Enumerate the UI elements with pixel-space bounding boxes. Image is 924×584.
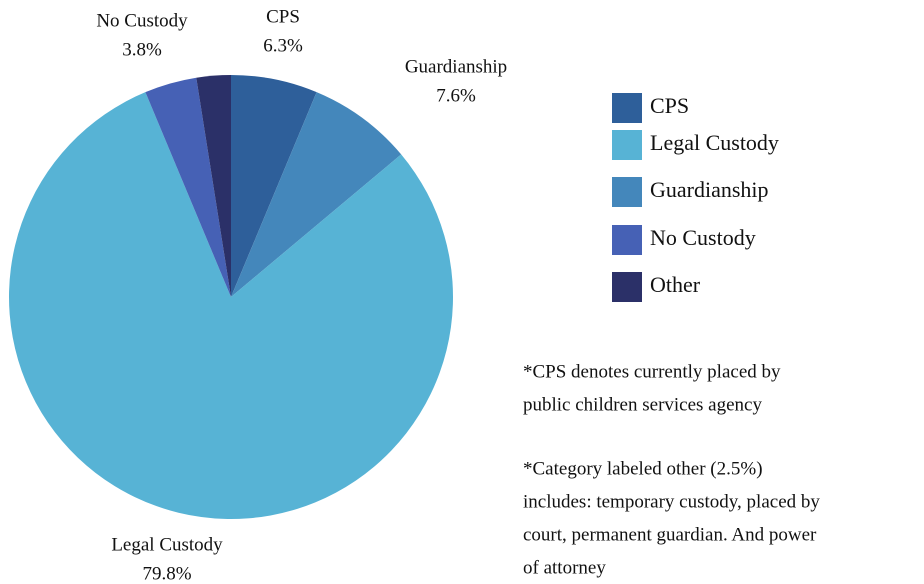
slice-label-name: CPS: [266, 6, 300, 27]
legend-label: Legal Custody: [650, 130, 779, 155]
legend-swatch: [612, 93, 642, 123]
slice-label-value: 79.8%: [142, 563, 191, 584]
pie-slice: [145, 77, 231, 297]
note-line: *CPS denotes currently placed by: [523, 361, 781, 382]
legend-label: Other: [650, 272, 701, 297]
slice-label-value: 3.8%: [122, 39, 162, 60]
pie-slice: [9, 92, 454, 519]
legend-label: Guardianship: [650, 177, 769, 202]
legend-swatch: [612, 130, 642, 160]
slice-label-name: No Custody: [96, 10, 188, 31]
slice-label-name: Legal Custody: [111, 534, 223, 555]
pie-slice: [196, 75, 231, 297]
pie-slice: [231, 75, 317, 297]
legend-swatch: [612, 272, 642, 302]
note-line: court, permanent guardian. And power: [523, 524, 817, 545]
legend-swatch: [612, 225, 642, 255]
legend-swatch: [612, 177, 642, 207]
legend-label: CPS: [650, 93, 689, 118]
note-line: *Category labeled other (2.5%): [523, 458, 763, 479]
note-line: of attorney: [523, 557, 606, 578]
note-line: public children services agency: [523, 394, 762, 415]
slice-label-name: Guardianship: [405, 56, 507, 77]
legend-label: No Custody: [650, 225, 756, 250]
slice-label-value: 7.6%: [436, 85, 476, 106]
slice-label-value: 6.3%: [263, 35, 303, 56]
pie-slice: [231, 92, 402, 297]
note-line: includes: temporary custody, placed by: [523, 491, 820, 512]
